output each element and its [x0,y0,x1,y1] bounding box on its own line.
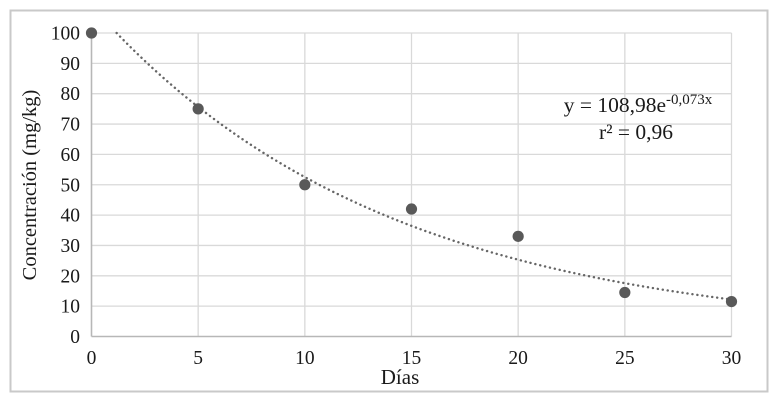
x-tick-label: 30 [722,348,742,369]
trendline-path [115,31,733,301]
r-squared-label: r² = 0,96 [599,120,673,144]
data-points [85,27,738,308]
axis-titles: Días Concentración (mg/kg) [19,90,419,389]
data-point [619,286,631,299]
x-axis-title: Días [381,365,420,389]
data-point [192,103,204,115]
y-tick-label: 100 [51,24,80,45]
x-tick-label: 10 [295,348,315,369]
data-point [85,27,98,39]
x-tick-labels: 0 5 10 15 20 25 30 [87,348,742,369]
gridlines [91,32,733,337]
y-tick-label: 70 [61,115,81,136]
y-tick-label: 50 [61,175,81,196]
y-tick-label: 40 [61,206,81,227]
y-tick-label: 80 [61,84,81,105]
x-tick-label: 25 [615,348,635,369]
data-point [405,203,418,215]
y-tick-label: 60 [61,145,81,166]
y-axis-title: Concentración (mg/kg) [19,90,41,281]
y-tick-label: 0 [70,327,80,348]
data-point [299,179,311,191]
y-tick-label: 10 [61,297,81,318]
x-tick-label: 0 [87,348,97,369]
trendline [115,31,733,301]
axes [90,28,732,338]
data-point [512,230,524,242]
equation-annotation: y = 108,98e-0,073x r² = 0,96 [564,92,713,144]
x-tick-label: 5 [193,348,203,369]
data-point [725,295,738,308]
y-tick-label: 90 [61,54,81,75]
x-tick-label: 20 [508,348,528,369]
y-tick-labels: 0 10 20 30 40 50 60 70 80 90 100 [51,24,80,349]
y-tick-label: 30 [61,236,81,257]
chart-border [9,9,769,393]
y-tick-label: 20 [61,266,81,287]
x-tick-label: 15 [402,348,422,369]
trendline-equation: y = 108,98e-0,073x [564,92,713,117]
